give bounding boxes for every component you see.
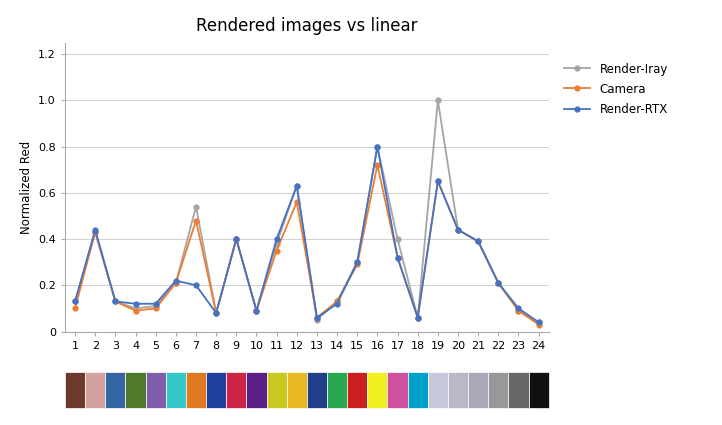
Render-RTX <box>393 255 402 260</box>
Camera <box>292 199 301 204</box>
Camera <box>414 315 422 320</box>
Camera <box>534 322 543 327</box>
Camera <box>232 236 240 241</box>
Render-Iray <box>453 227 462 232</box>
Y-axis label: Normalized Red: Normalized Red <box>19 140 32 234</box>
Render-Iray <box>232 236 240 241</box>
Render-Iray <box>152 303 160 309</box>
Render-Iray <box>272 241 281 246</box>
Render-RTX <box>91 227 100 232</box>
Camera <box>172 280 180 286</box>
Render-Iray <box>333 299 342 304</box>
Render-Iray <box>433 98 442 103</box>
Camera <box>333 299 342 304</box>
Render-Iray <box>172 280 180 286</box>
Camera <box>152 306 160 311</box>
Camera <box>212 310 220 315</box>
Render-RTX <box>313 315 321 320</box>
Render-Iray <box>474 239 482 244</box>
Render-Iray <box>313 317 321 323</box>
Render-Iray <box>91 230 100 235</box>
Camera <box>494 280 503 286</box>
Render-RTX <box>494 280 503 286</box>
Camera <box>373 162 382 167</box>
Render-Iray <box>131 306 140 311</box>
Legend: Render-Iray, Camera, Render-RTX: Render-Iray, Camera, Render-RTX <box>565 63 668 116</box>
Camera <box>514 308 523 313</box>
Render-Iray <box>191 204 200 209</box>
Render-RTX <box>333 301 342 306</box>
Camera <box>453 227 462 232</box>
Camera <box>353 262 362 267</box>
Render-RTX <box>111 299 120 304</box>
Render-Iray <box>252 308 261 313</box>
Render-Iray <box>414 315 422 320</box>
Render-RTX <box>71 299 79 304</box>
Render-Iray <box>393 236 402 241</box>
Render-RTX <box>433 178 442 184</box>
Render-Iray <box>514 308 523 313</box>
Render-RTX <box>252 308 261 313</box>
Camera <box>272 248 281 253</box>
Camera <box>433 178 442 184</box>
Render-Iray <box>111 299 120 304</box>
Render-RTX <box>212 310 220 315</box>
Render-RTX <box>353 260 362 265</box>
Render-Iray <box>212 310 220 315</box>
Render-Iray <box>494 280 503 286</box>
Render-RTX <box>272 236 281 241</box>
Camera <box>111 299 120 304</box>
Line: Render-Iray: Render-Iray <box>73 98 541 325</box>
Camera <box>393 255 402 260</box>
Render-Iray <box>373 144 382 149</box>
Render-RTX <box>152 301 160 306</box>
Camera <box>71 306 79 311</box>
Render-RTX <box>414 315 422 320</box>
Render-RTX <box>292 183 301 188</box>
Render-RTX <box>131 301 140 306</box>
Render-RTX <box>373 144 382 149</box>
Render-RTX <box>172 278 180 283</box>
Camera <box>252 308 261 313</box>
Camera <box>474 239 482 244</box>
Camera <box>91 230 100 235</box>
Line: Camera: Camera <box>73 163 541 327</box>
Render-RTX <box>474 239 482 244</box>
Camera <box>131 308 140 313</box>
Render-RTX <box>191 283 200 288</box>
Render-Iray <box>534 320 543 325</box>
Render-RTX <box>232 236 240 241</box>
Render-RTX <box>534 320 543 325</box>
Render-RTX <box>453 227 462 232</box>
Render-Iray <box>353 260 362 265</box>
Camera <box>313 315 321 320</box>
Render-Iray <box>292 183 301 188</box>
Render-RTX <box>514 306 523 311</box>
Render-Iray <box>71 299 79 304</box>
Line: Render-RTX: Render-RTX <box>73 144 541 325</box>
Title: Rendered images vs linear: Rendered images vs linear <box>196 17 417 35</box>
Camera <box>191 218 200 223</box>
